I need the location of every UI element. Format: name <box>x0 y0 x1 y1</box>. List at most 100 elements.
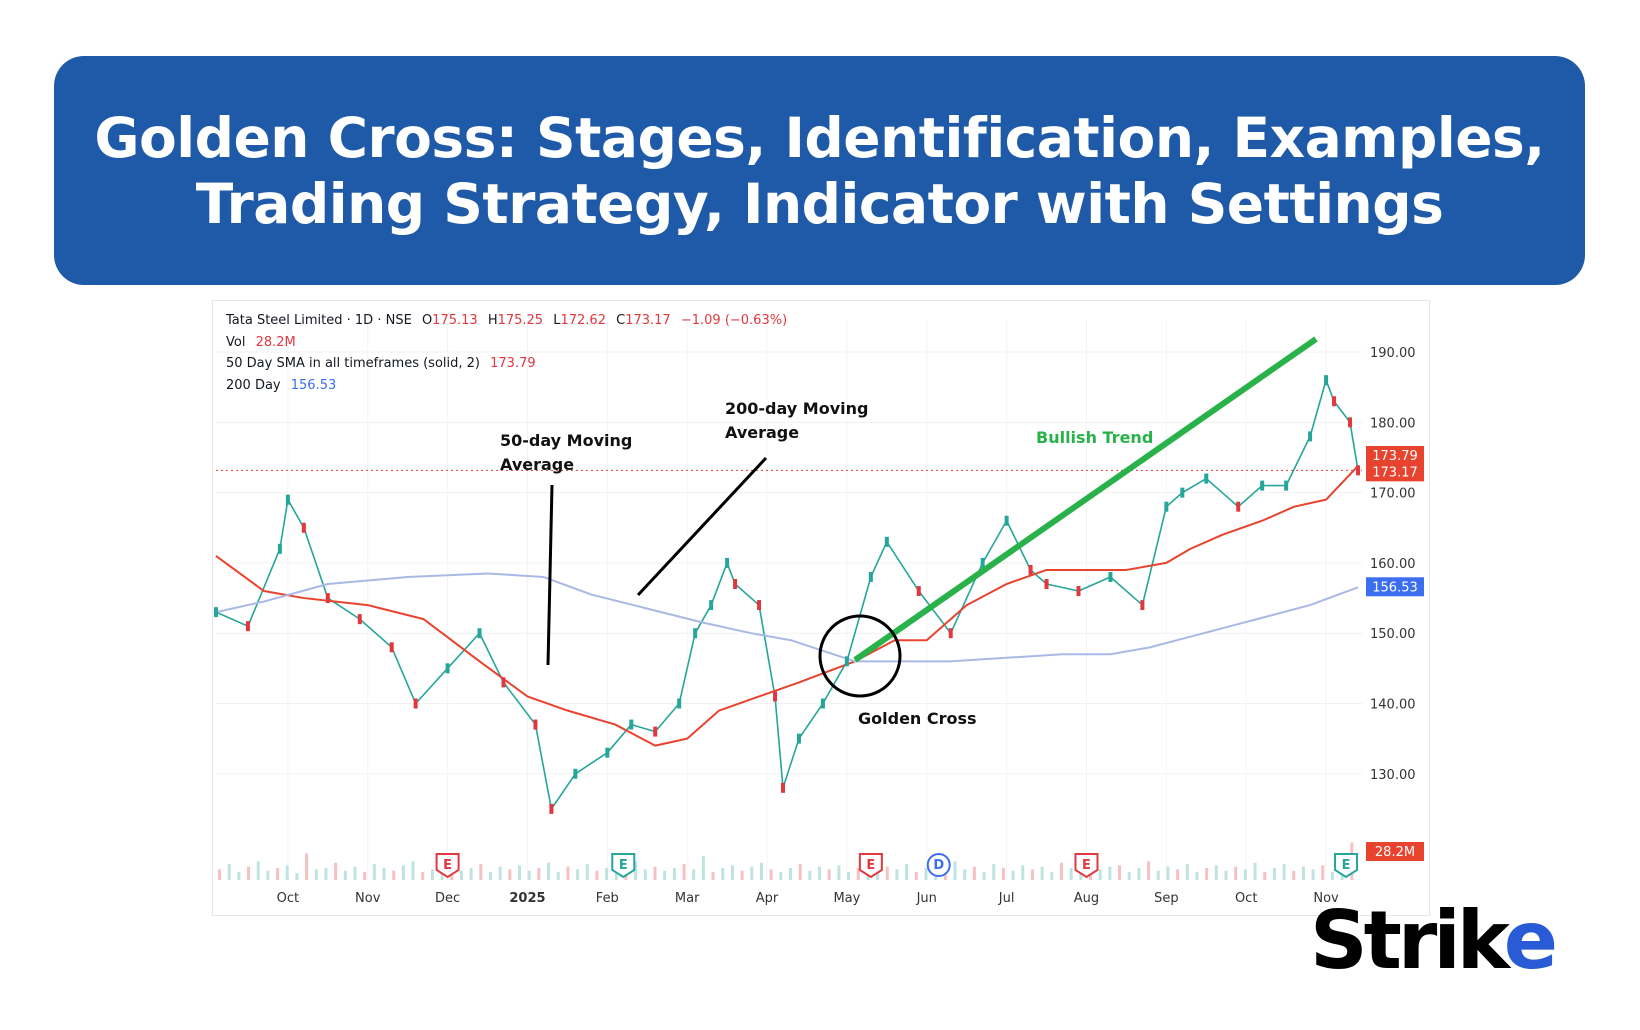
earnings-marker <box>858 853 883 879</box>
price-point <box>1332 396 1337 407</box>
volume-bar <box>818 866 822 880</box>
x-tick-label: Feb <box>596 891 619 906</box>
volume-bar <box>837 865 841 880</box>
price-point <box>477 628 482 639</box>
earnings-marker <box>435 853 460 879</box>
price-point <box>277 543 282 554</box>
price-point <box>357 614 362 625</box>
volume-bar <box>1234 866 1238 880</box>
volume-bar <box>1195 872 1199 880</box>
bullish-trend-line <box>853 336 1318 663</box>
price-point <box>653 726 658 737</box>
price-label: 173.79 <box>1372 449 1418 464</box>
volume-bar <box>1272 868 1276 880</box>
x-tick-label: Aug <box>1074 891 1099 906</box>
volume-bar <box>750 866 754 880</box>
price-point <box>1236 501 1241 512</box>
price-point <box>1164 501 1169 512</box>
volume-bar <box>1205 868 1209 880</box>
price-label: 28.2M <box>1375 845 1415 860</box>
price-point <box>533 719 538 730</box>
volume-bar <box>963 869 967 880</box>
volume-bar <box>276 868 280 880</box>
event-marker-label: D <box>933 858 944 873</box>
volume-bar <box>518 865 522 880</box>
x-tick-label: Sep <box>1154 891 1179 906</box>
volume-bar <box>421 872 425 880</box>
volume-bar <box>488 872 492 880</box>
volume-bar <box>1166 866 1170 880</box>
annotation-sma200-line1: 200-day Moving <box>725 399 868 418</box>
annotation-pointer-sma200 <box>636 456 768 597</box>
volume-bar <box>595 870 599 880</box>
volume-bar <box>789 868 792 880</box>
price-point <box>573 768 578 779</box>
dividend-marker <box>926 853 951 877</box>
chart-legend: Tata Steel Limited · 1D · NSE O175.13 H1… <box>226 310 787 396</box>
legend-sma50-row: 50 Day SMA in all timeframes (solid, 2) … <box>226 353 787 375</box>
volume-bar <box>1147 861 1151 880</box>
earnings-marker <box>1334 853 1359 879</box>
legend-ohlc-row: Tata Steel Limited · 1D · NSE O175.13 H1… <box>226 310 787 332</box>
volume-bar <box>1030 869 1034 880</box>
volume-bar <box>1301 866 1305 880</box>
volume-bar <box>576 869 580 880</box>
volume-bar <box>924 868 928 880</box>
price-point <box>725 557 730 568</box>
volume-bar <box>1040 866 1044 880</box>
annotation-sma50-line1: 50-day Moving <box>500 431 632 450</box>
legend-sma200-label: 200 Day <box>226 377 281 393</box>
price-point <box>1044 579 1049 589</box>
volume-bar <box>256 861 260 880</box>
volume-bar <box>847 872 851 880</box>
event-marker-label: E <box>1342 858 1351 873</box>
price-point <box>1180 487 1185 498</box>
price-label-bg <box>1366 577 1424 597</box>
legend-open: 175.13 <box>432 313 478 328</box>
price-point <box>844 656 849 667</box>
volume-bar <box>343 870 347 880</box>
volume-bar <box>1079 870 1083 880</box>
price-point <box>605 747 610 758</box>
price-point <box>677 698 682 709</box>
legend-symbol: Tata Steel Limited · 1D · NSE <box>226 313 412 328</box>
volume-bar <box>392 870 396 880</box>
title-line-1: Golden Cross: Stages, Identification, Ex… <box>94 105 1545 170</box>
volume-bar <box>895 869 899 880</box>
price-point <box>1140 600 1145 611</box>
x-tick-label: Nov <box>1313 891 1339 906</box>
volume-bar <box>701 856 705 880</box>
volume-bar <box>1059 862 1063 880</box>
price-point <box>820 698 825 709</box>
price-point <box>1324 375 1329 386</box>
price-point <box>868 571 873 582</box>
price-point <box>549 803 554 814</box>
volume-bar <box>827 869 831 880</box>
price-point <box>413 698 418 709</box>
price-point <box>709 600 714 611</box>
volume-bar <box>566 866 570 880</box>
x-tick-label: Mar <box>675 891 700 906</box>
y-tick-label: 130.00 <box>1370 768 1416 783</box>
y-tick-label: 140.00 <box>1370 697 1416 712</box>
volume-bar <box>372 864 376 880</box>
legend-close-label: C <box>616 313 626 328</box>
legend-volume-row: Vol 28.2M <box>226 332 787 354</box>
volume-bar <box>876 870 880 880</box>
volume-bar <box>247 866 251 880</box>
volume-bar <box>1098 869 1102 880</box>
x-tick-label: Oct <box>1235 891 1257 906</box>
price-label: 173.17 <box>1372 465 1418 480</box>
event-marker-label: E <box>1082 858 1091 873</box>
y-tick-label: 190.00 <box>1370 346 1416 361</box>
volume-bar <box>324 868 328 880</box>
legend-sma50: 173.79 <box>490 356 536 371</box>
volume-bar <box>653 866 657 880</box>
page-title: Golden Cross: Stages, Identification, Ex… <box>94 105 1545 237</box>
volume-bar <box>237 872 241 880</box>
volume-bar <box>1321 865 1325 880</box>
volume-bar <box>334 862 338 880</box>
volume-bar <box>672 868 676 880</box>
volume-bar <box>740 870 744 880</box>
volume-bar <box>411 861 415 880</box>
